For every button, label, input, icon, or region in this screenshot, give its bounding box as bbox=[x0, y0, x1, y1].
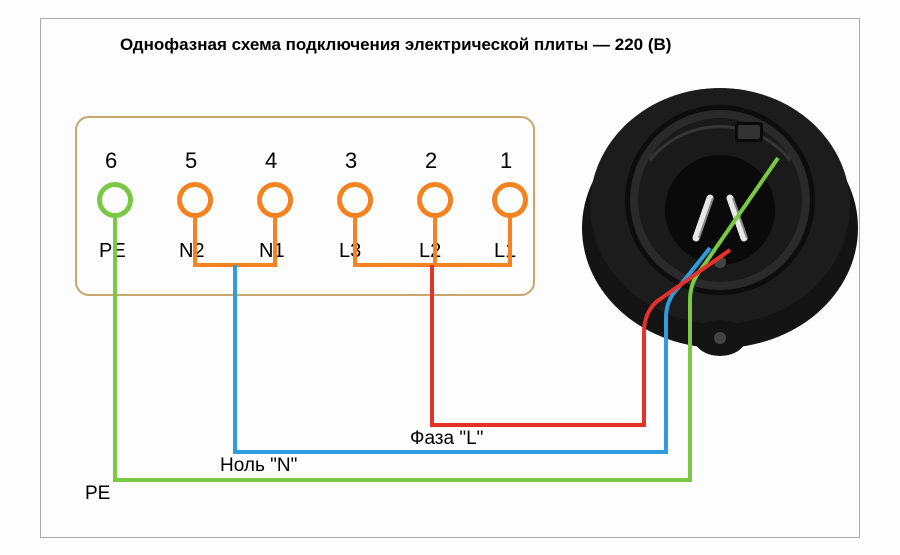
terminal-number-4: 4 bbox=[265, 148, 277, 174]
terminal-6 bbox=[97, 182, 133, 218]
terminal-label-L3: L3 bbox=[339, 240, 361, 263]
terminal-label-PE: PE bbox=[99, 240, 126, 263]
terminal-3 bbox=[337, 182, 373, 218]
terminal-4 bbox=[257, 182, 293, 218]
label-pe: PE bbox=[85, 483, 110, 505]
terminal-label-L1: L1 bbox=[494, 240, 516, 263]
terminal-2 bbox=[417, 182, 453, 218]
terminal-number-3: 3 bbox=[345, 148, 357, 174]
terminal-number-6: 6 bbox=[105, 148, 117, 174]
terminal-label-N2: N2 bbox=[179, 240, 205, 263]
diagram-title: Однофазная схема подключения электрическ… bbox=[120, 35, 671, 55]
terminal-number-2: 2 bbox=[425, 148, 437, 174]
terminal-block bbox=[75, 116, 535, 296]
terminal-label-L2: L2 bbox=[419, 240, 441, 263]
terminal-label-N1: N1 bbox=[259, 240, 285, 263]
terminal-number-5: 5 bbox=[185, 148, 197, 174]
terminal-1 bbox=[492, 182, 528, 218]
label-l: Фаза "L" bbox=[410, 428, 483, 450]
label-n: Ноль "N" bbox=[220, 455, 297, 477]
terminal-number-1: 1 bbox=[500, 148, 512, 174]
terminal-5 bbox=[177, 182, 213, 218]
